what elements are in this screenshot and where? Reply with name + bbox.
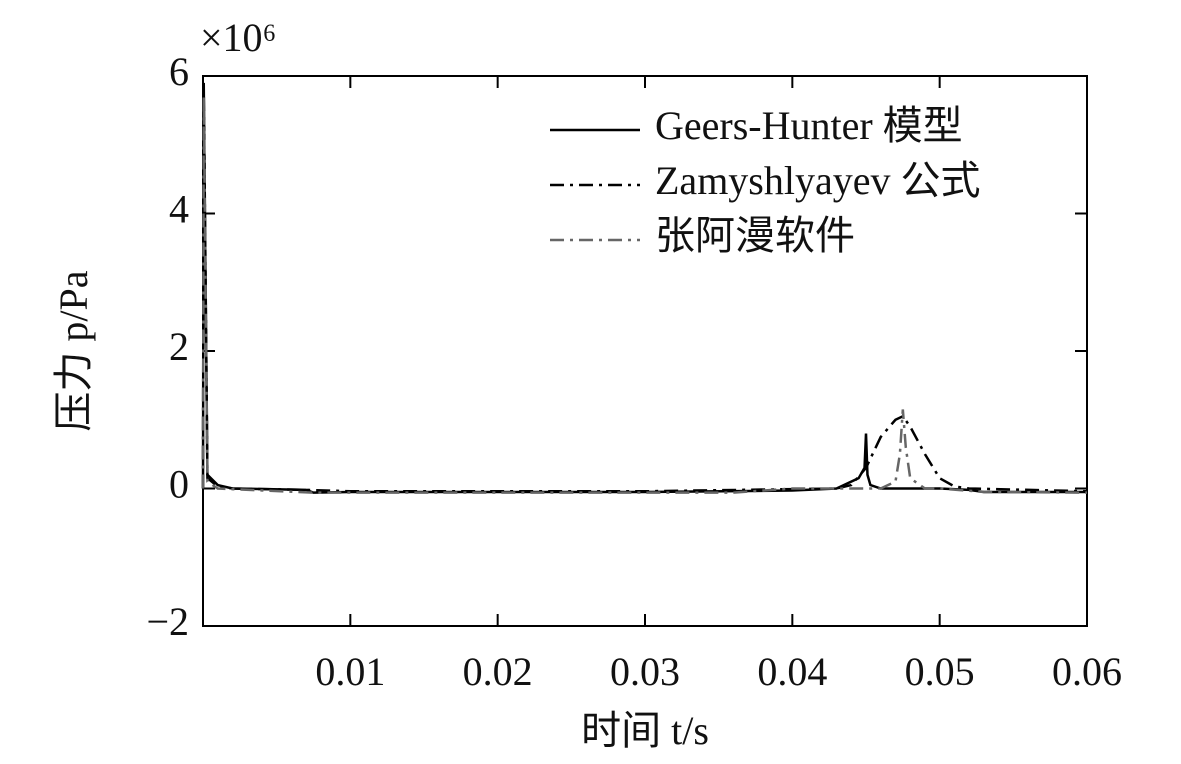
x-tick-label: 0.03 [610,649,680,694]
y-tick-label: −2 [146,599,189,644]
y-tick-label: 4 [169,187,189,232]
x-tick-label: 0.01 [315,649,385,694]
y-tick-label: 0 [169,462,189,507]
x-tick-label: 0.02 [463,649,533,694]
x-tick-label: 0.05 [905,649,975,694]
y-axis-label: 压力 p/Pa [51,270,96,431]
x-tick-label: 0.06 [1052,649,1122,694]
legend-label: 张阿漫软件 [655,213,855,258]
legend-label: Geers-Hunter 模型 [655,103,963,148]
y-multiplier: ×10⁶ [200,15,277,60]
y-tick-label: 2 [169,324,189,369]
series-line [201,96,1088,494]
x-axis-label: 时间 t/s [581,708,709,753]
legend-label: Zamyshlyayev 公式 [655,158,981,203]
series-line [201,89,1088,493]
y-tick-label: 6 [169,49,189,94]
x-tick-label: 0.04 [757,649,827,694]
